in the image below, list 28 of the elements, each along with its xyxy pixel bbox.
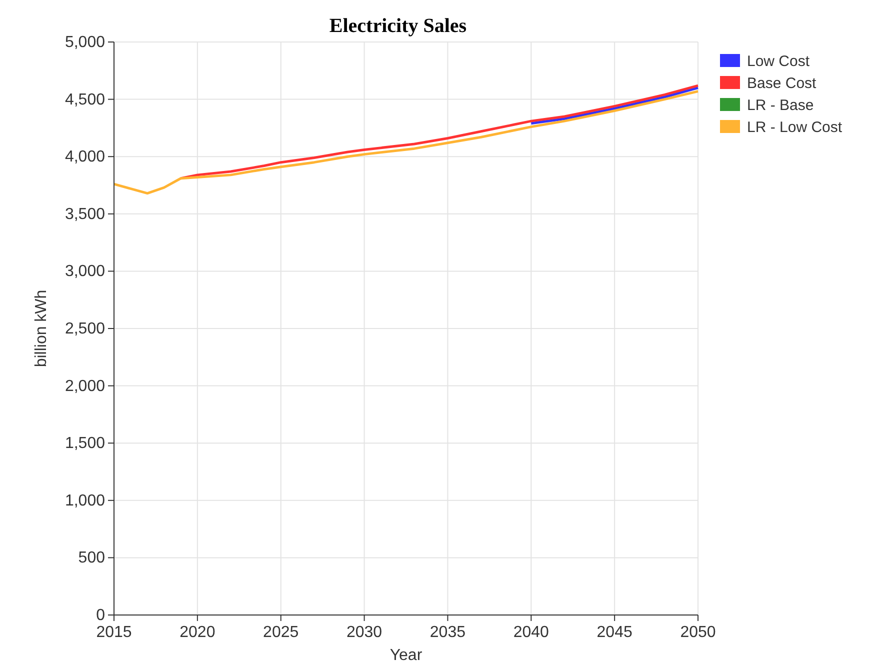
chart-title: Electricity Sales [329, 15, 467, 37]
line-series [530, 86, 700, 125]
y-tick-label: 1,500 [64, 435, 106, 452]
line-series [112, 90, 700, 195]
legend-label: LR - Base [747, 97, 814, 114]
y-tick-label: 4,000 [64, 148, 106, 166]
legend-label: Base Cost [747, 75, 818, 92]
y-tick-label: 1,000 [64, 492, 106, 510]
y-axis-title: billion kWh [33, 290, 50, 368]
x-axis-title: Year [390, 647, 423, 664]
x-tick-label: 2015 [96, 624, 132, 641]
y-tick-label: 5,000 [64, 34, 106, 51]
x-tick-label: 2025 [263, 624, 299, 641]
x-tick-label: 2040 [513, 624, 550, 641]
x-tick-label: 2020 [180, 624, 216, 641]
y-tick-label: 4,500 [64, 91, 106, 108]
y-tick-label: 3,500 [64, 206, 106, 223]
y-tick-label: 0 [96, 607, 106, 624]
y-tick-label: 500 [78, 550, 106, 567]
legend-label: Low Cost [747, 53, 810, 70]
y-tick-label: 3,000 [64, 263, 106, 280]
y-tick-label: 2,000 [64, 378, 106, 395]
x-tick-label: 2045 [596, 624, 632, 641]
x-tick-label: 2050 [680, 624, 716, 641]
y-tick-label: 2,500 [64, 320, 106, 338]
x-tick-label: 2030 [346, 624, 382, 641]
x-tick-label: 2035 [430, 624, 466, 641]
legend-label: LR - Low Cost [747, 119, 843, 136]
